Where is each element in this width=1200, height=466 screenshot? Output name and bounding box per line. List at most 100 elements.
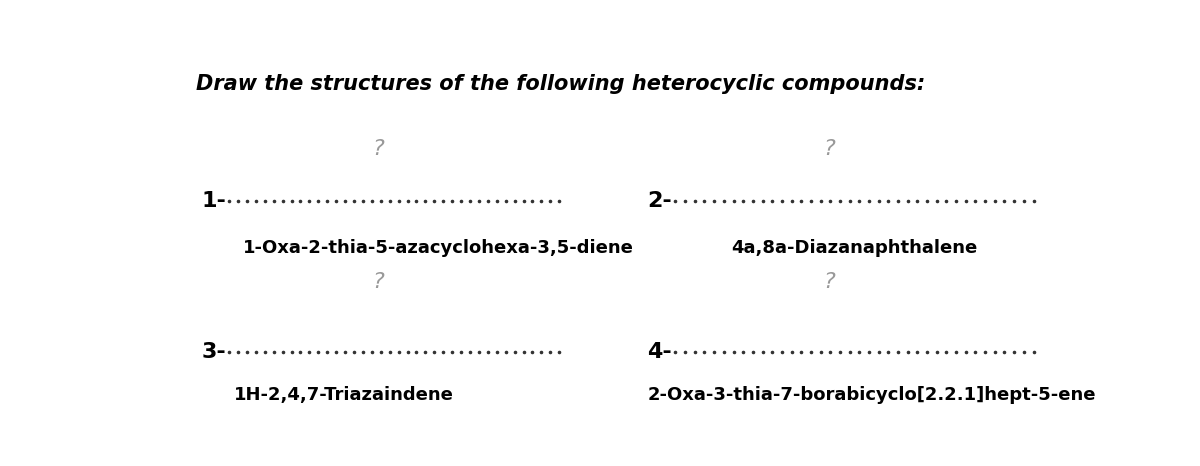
Text: 4a,8a-Diazanaphthalene: 4a,8a-Diazanaphthalene bbox=[731, 239, 978, 257]
Point bbox=[451, 348, 470, 356]
Point bbox=[469, 348, 488, 356]
Point bbox=[228, 348, 247, 356]
Point bbox=[300, 348, 319, 356]
Point bbox=[344, 198, 364, 205]
Point bbox=[743, 198, 762, 205]
Point bbox=[496, 348, 515, 356]
Point bbox=[353, 348, 372, 356]
Point bbox=[773, 348, 792, 356]
Point bbox=[985, 198, 1004, 205]
Point bbox=[344, 348, 364, 356]
Point bbox=[966, 348, 985, 356]
Text: ?: ? bbox=[372, 139, 384, 159]
Point bbox=[878, 348, 898, 356]
Point bbox=[362, 348, 382, 356]
Point bbox=[398, 348, 418, 356]
Point bbox=[966, 198, 985, 205]
Point bbox=[300, 198, 319, 205]
Point bbox=[928, 198, 947, 205]
Point bbox=[782, 198, 802, 205]
Point bbox=[425, 198, 444, 205]
Point bbox=[220, 198, 239, 205]
Point bbox=[802, 198, 821, 205]
Point bbox=[272, 198, 292, 205]
Point bbox=[238, 198, 257, 205]
Point bbox=[514, 348, 533, 356]
Point bbox=[907, 348, 926, 356]
Point bbox=[1024, 348, 1043, 356]
Point bbox=[695, 198, 714, 205]
Text: 2-: 2- bbox=[648, 191, 672, 211]
Point bbox=[714, 348, 733, 356]
Text: 4-: 4- bbox=[648, 342, 672, 362]
Point bbox=[918, 348, 937, 356]
Point bbox=[550, 348, 569, 356]
Point bbox=[371, 348, 390, 356]
Point bbox=[541, 348, 560, 356]
Point bbox=[830, 198, 850, 205]
Point bbox=[336, 198, 355, 205]
Point bbox=[850, 348, 869, 356]
Point bbox=[685, 348, 704, 356]
Point bbox=[541, 198, 560, 205]
Point bbox=[550, 198, 569, 205]
Point bbox=[380, 198, 400, 205]
Point bbox=[451, 198, 470, 205]
Point bbox=[308, 348, 328, 356]
Point bbox=[523, 348, 542, 356]
Point bbox=[956, 348, 976, 356]
Point bbox=[752, 348, 772, 356]
Point bbox=[380, 348, 400, 356]
Point bbox=[1014, 198, 1033, 205]
Point bbox=[898, 198, 917, 205]
Point bbox=[1004, 198, 1024, 205]
Text: Draw the structures of the following heterocyclic compounds:: Draw the structures of the following het… bbox=[197, 74, 925, 94]
Point bbox=[763, 348, 782, 356]
Point bbox=[272, 348, 292, 356]
Point bbox=[479, 348, 498, 356]
Point bbox=[888, 348, 907, 356]
Point bbox=[389, 198, 408, 205]
Point bbox=[246, 198, 265, 205]
Point bbox=[869, 348, 888, 356]
Point bbox=[389, 348, 408, 356]
Point bbox=[821, 198, 840, 205]
Point bbox=[985, 348, 1004, 356]
Point bbox=[256, 348, 275, 356]
Point bbox=[976, 348, 995, 356]
Point bbox=[523, 198, 542, 205]
Point bbox=[763, 198, 782, 205]
Point bbox=[264, 348, 283, 356]
Point bbox=[282, 348, 301, 356]
Point bbox=[246, 348, 265, 356]
Point bbox=[792, 198, 811, 205]
Point bbox=[704, 348, 724, 356]
Point bbox=[869, 198, 888, 205]
Point bbox=[947, 348, 966, 356]
Point bbox=[505, 198, 524, 205]
Point bbox=[1004, 348, 1024, 356]
Point bbox=[443, 348, 462, 356]
Point bbox=[859, 348, 878, 356]
Point bbox=[878, 198, 898, 205]
Point bbox=[811, 198, 830, 205]
Point bbox=[821, 348, 840, 356]
Text: 1-: 1- bbox=[202, 191, 226, 211]
Text: ?: ? bbox=[823, 139, 835, 159]
Point bbox=[782, 348, 802, 356]
Point bbox=[407, 198, 426, 205]
Point bbox=[318, 198, 337, 205]
Point bbox=[937, 198, 956, 205]
Point bbox=[743, 348, 762, 356]
Point bbox=[666, 348, 685, 356]
Point bbox=[505, 348, 524, 356]
Text: 2-Oxa-3-thia-7-borabicyclo[2.2.1]hept-5-ene: 2-Oxa-3-thia-7-borabicyclo[2.2.1]hept-5-… bbox=[648, 386, 1096, 404]
Text: ?: ? bbox=[823, 272, 835, 292]
Point bbox=[802, 348, 821, 356]
Point bbox=[714, 198, 733, 205]
Point bbox=[415, 198, 434, 205]
Point bbox=[792, 348, 811, 356]
Text: ?: ? bbox=[372, 272, 384, 292]
Point bbox=[811, 348, 830, 356]
Point bbox=[733, 198, 752, 205]
